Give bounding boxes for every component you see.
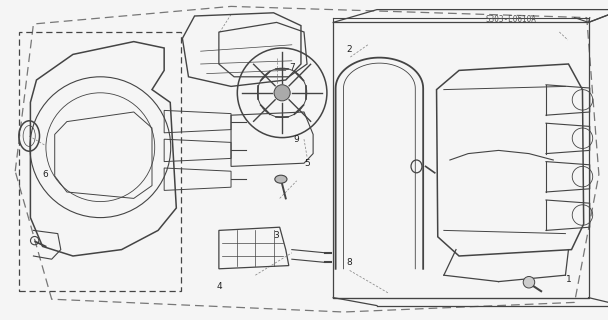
Text: 9: 9 [294, 135, 300, 144]
Text: 5: 5 [304, 159, 310, 168]
Ellipse shape [275, 175, 287, 183]
Text: 3: 3 [274, 231, 280, 240]
Text: 4: 4 [216, 282, 222, 291]
Text: 7: 7 [289, 63, 295, 72]
Circle shape [274, 85, 290, 101]
Text: 1: 1 [565, 276, 572, 284]
Circle shape [523, 276, 534, 288]
Text: S303-E0610A: S303-E0610A [485, 15, 536, 24]
Text: 8: 8 [347, 258, 353, 267]
Text: 6: 6 [43, 170, 49, 179]
Text: 2: 2 [347, 45, 353, 54]
